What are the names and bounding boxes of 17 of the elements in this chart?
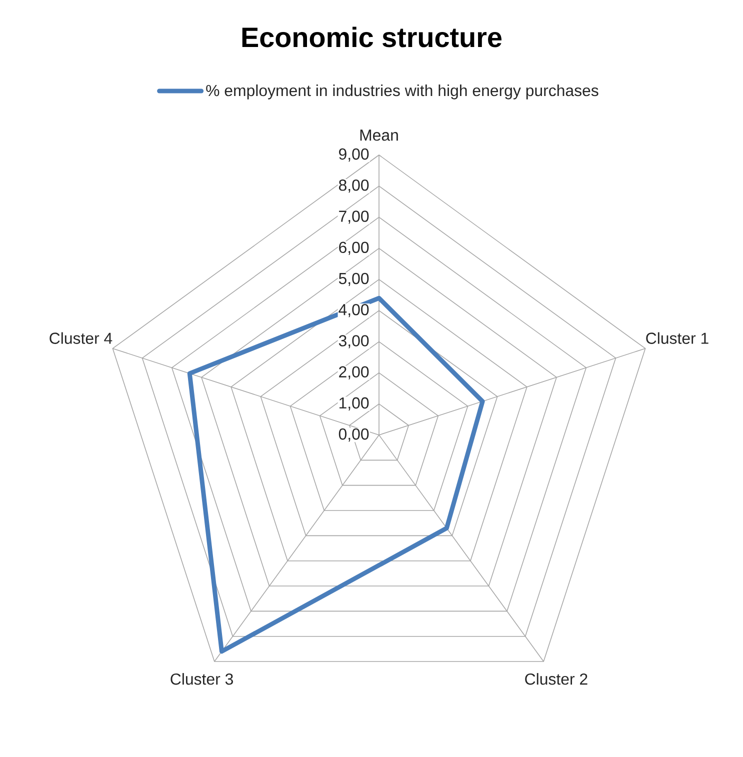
y-tick-label: 9,00 [339, 148, 369, 162]
y-tick-label: 6,00 [339, 242, 369, 255]
y-tick-label: 0,00 [338, 428, 369, 442]
legend-label: % employment in industries with high energy purchases [206, 84, 598, 100]
chart-title: Economic structure [242, 26, 502, 48]
y-tick-label: 8,00 [338, 180, 369, 193]
spoke-label: Cluster 3 [170, 673, 233, 685]
y-tick-label: 3,00 [338, 335, 369, 348]
spoke-label: Mean [360, 130, 398, 141]
spoke-label: Cluster 2 [525, 673, 588, 685]
spoke-label: Cluster 4 [50, 332, 112, 344]
y-tick-label: 1,00 [340, 397, 369, 410]
spoke-label: Cluster 1 [646, 332, 708, 344]
y-tick-label: 2,00 [339, 366, 369, 380]
y-tick-label: 7,00 [339, 210, 369, 224]
y-tick-label: 4,00 [338, 304, 369, 318]
y-tick-label: 5,00 [338, 272, 369, 286]
